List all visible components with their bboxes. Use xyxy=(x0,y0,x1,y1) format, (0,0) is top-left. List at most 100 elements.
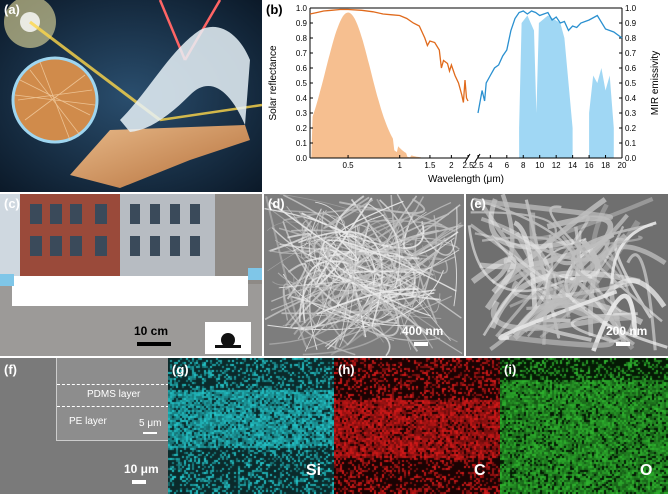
panel-a-illustration xyxy=(0,0,262,192)
y-tick-label-right: 0.4 xyxy=(625,94,637,103)
y-tick-label-right: 0.0 xyxy=(625,154,637,163)
fiber-strand xyxy=(315,201,351,341)
x-tick-label-right: 16 xyxy=(585,161,594,170)
inset-dash-bottom xyxy=(57,406,168,407)
panel-f-scale-label: 10 μm xyxy=(124,462,159,476)
panel-i-element: O xyxy=(640,462,653,479)
y-tick-label-right: 0.7 xyxy=(625,49,637,58)
y-tick-label-right: 0.5 xyxy=(625,79,637,88)
x-tick-label-right: 20 xyxy=(618,161,627,170)
x-tick-label-right: 2.5 xyxy=(472,161,484,170)
panel-d-scale-bar xyxy=(414,342,428,346)
fiber-strand xyxy=(503,255,557,286)
fiber-strand xyxy=(272,209,417,286)
fiber-strand xyxy=(497,333,615,348)
fiber-strand xyxy=(542,270,571,346)
fiber-strand xyxy=(334,195,420,260)
fiber-strand xyxy=(297,202,452,340)
fiber-strand xyxy=(383,216,425,277)
y-tick-label: 0.0 xyxy=(296,154,308,163)
fiber-strand xyxy=(549,235,643,251)
fiber-strand xyxy=(298,274,428,336)
x-tick-label: 2 xyxy=(449,161,454,170)
panel-d-image: (d) 400 nm xyxy=(264,194,464,356)
x-tick-label-right: 14 xyxy=(568,161,577,170)
inset-scale-bar xyxy=(143,432,157,434)
y-tick-label: 0.4 xyxy=(296,94,308,103)
y-tick-label: 0.3 xyxy=(296,109,308,118)
fiber-strand xyxy=(269,232,311,252)
panel-b-chart: 0.0 0.0 0.1 0.1 0.2 0.2 0.3 0.3 0.4 0.4 0.5 0.5 0.6 0… xyxy=(262,0,668,192)
fiber-strand xyxy=(529,212,633,322)
panel-f-label: (f) xyxy=(4,362,17,377)
panel-a-label: (a) xyxy=(4,2,20,17)
panel-i-label: (i) xyxy=(504,362,517,377)
x-tick-label: 1.5 xyxy=(424,161,436,170)
fiber-strand xyxy=(266,221,326,234)
fiber-strand xyxy=(277,222,462,289)
fiber-strand xyxy=(480,216,551,352)
fiber-strand xyxy=(299,255,367,306)
y-axis-label-left: Solar reflectance xyxy=(268,45,279,120)
panel-i-map: (i) O xyxy=(500,358,668,494)
fiber-strand xyxy=(270,201,359,262)
sem-image-d xyxy=(264,194,464,356)
x-tick-label-right: 6 xyxy=(505,161,510,170)
x-tick-label-right: 10 xyxy=(535,161,544,170)
panel-h-element: C xyxy=(474,462,486,479)
fiber-strand xyxy=(396,194,458,256)
y-tick-label: 1.0 xyxy=(296,4,308,13)
fiber-strand xyxy=(364,215,437,332)
fiber-strand xyxy=(342,218,405,259)
fiber-strand xyxy=(337,211,427,327)
fiber-strand xyxy=(450,240,458,307)
fiber-strand xyxy=(308,208,394,286)
panel-h-label: (h) xyxy=(338,362,355,377)
inset-pdms-label: PDMS layer xyxy=(87,389,141,400)
panel-d-scale-label: 400 nm xyxy=(402,324,444,338)
atmospheric-window-area-2 xyxy=(589,68,614,158)
panel-b-label: (b) xyxy=(266,2,283,17)
fiber-strand xyxy=(282,237,334,326)
y-tick-label-right: 1.0 xyxy=(625,4,637,13)
y-tick-label: 0.5 xyxy=(296,79,308,88)
fiber-strand xyxy=(317,233,456,292)
inset-scale-label: 5 μm xyxy=(139,418,162,429)
fiber-strand xyxy=(470,256,517,311)
panel-e-image: (e) 200 nm xyxy=(466,194,668,356)
eds-map-c xyxy=(334,358,500,494)
eds-map-o xyxy=(500,358,668,494)
panel-e-scale-label: 200 nm xyxy=(606,324,648,338)
fiber-strand xyxy=(374,267,421,296)
fiber-strand xyxy=(286,262,307,300)
y-axis-label-right: MIR emissivity xyxy=(650,51,661,115)
fiber-strand xyxy=(282,273,415,327)
x-tick-label-right: 4 xyxy=(488,161,493,170)
y-tick-label: 0.6 xyxy=(296,64,308,73)
y-tick-label-right: 0.8 xyxy=(625,34,637,43)
panel-g-map: (g) Si xyxy=(168,358,334,494)
fiber-strand xyxy=(282,220,398,324)
fiber-strand xyxy=(533,302,586,324)
panel-c-photo xyxy=(0,194,262,356)
panel-f-image: PDMS layer PE layer 5 μm (f) 10 μm xyxy=(0,358,168,494)
y-tick-label: 0.2 xyxy=(296,124,308,133)
fiber-strand xyxy=(490,300,620,331)
y-tick-label: 0.8 xyxy=(296,34,308,43)
y-tick-label-right: 0.9 xyxy=(625,19,637,28)
y-tick-label-right: 0.2 xyxy=(625,124,637,133)
x-tick-label: 2.5 xyxy=(462,161,474,170)
x-tick-label-right: 12 xyxy=(552,161,561,170)
panel-c-label: (c) xyxy=(4,196,20,211)
fiber-strand xyxy=(350,263,418,322)
fiber-strand xyxy=(626,253,657,351)
fiber-strand xyxy=(339,200,404,238)
y-tick-label: 0.9 xyxy=(296,19,308,28)
fiber-strand xyxy=(323,196,374,230)
reflectance-line xyxy=(309,8,469,103)
eds-map-si xyxy=(168,358,334,494)
emissivity-line xyxy=(477,10,623,114)
x-tick-label: 1 xyxy=(397,161,402,170)
y-tick-label: 0.7 xyxy=(296,49,308,58)
fiber-strand xyxy=(283,194,375,346)
